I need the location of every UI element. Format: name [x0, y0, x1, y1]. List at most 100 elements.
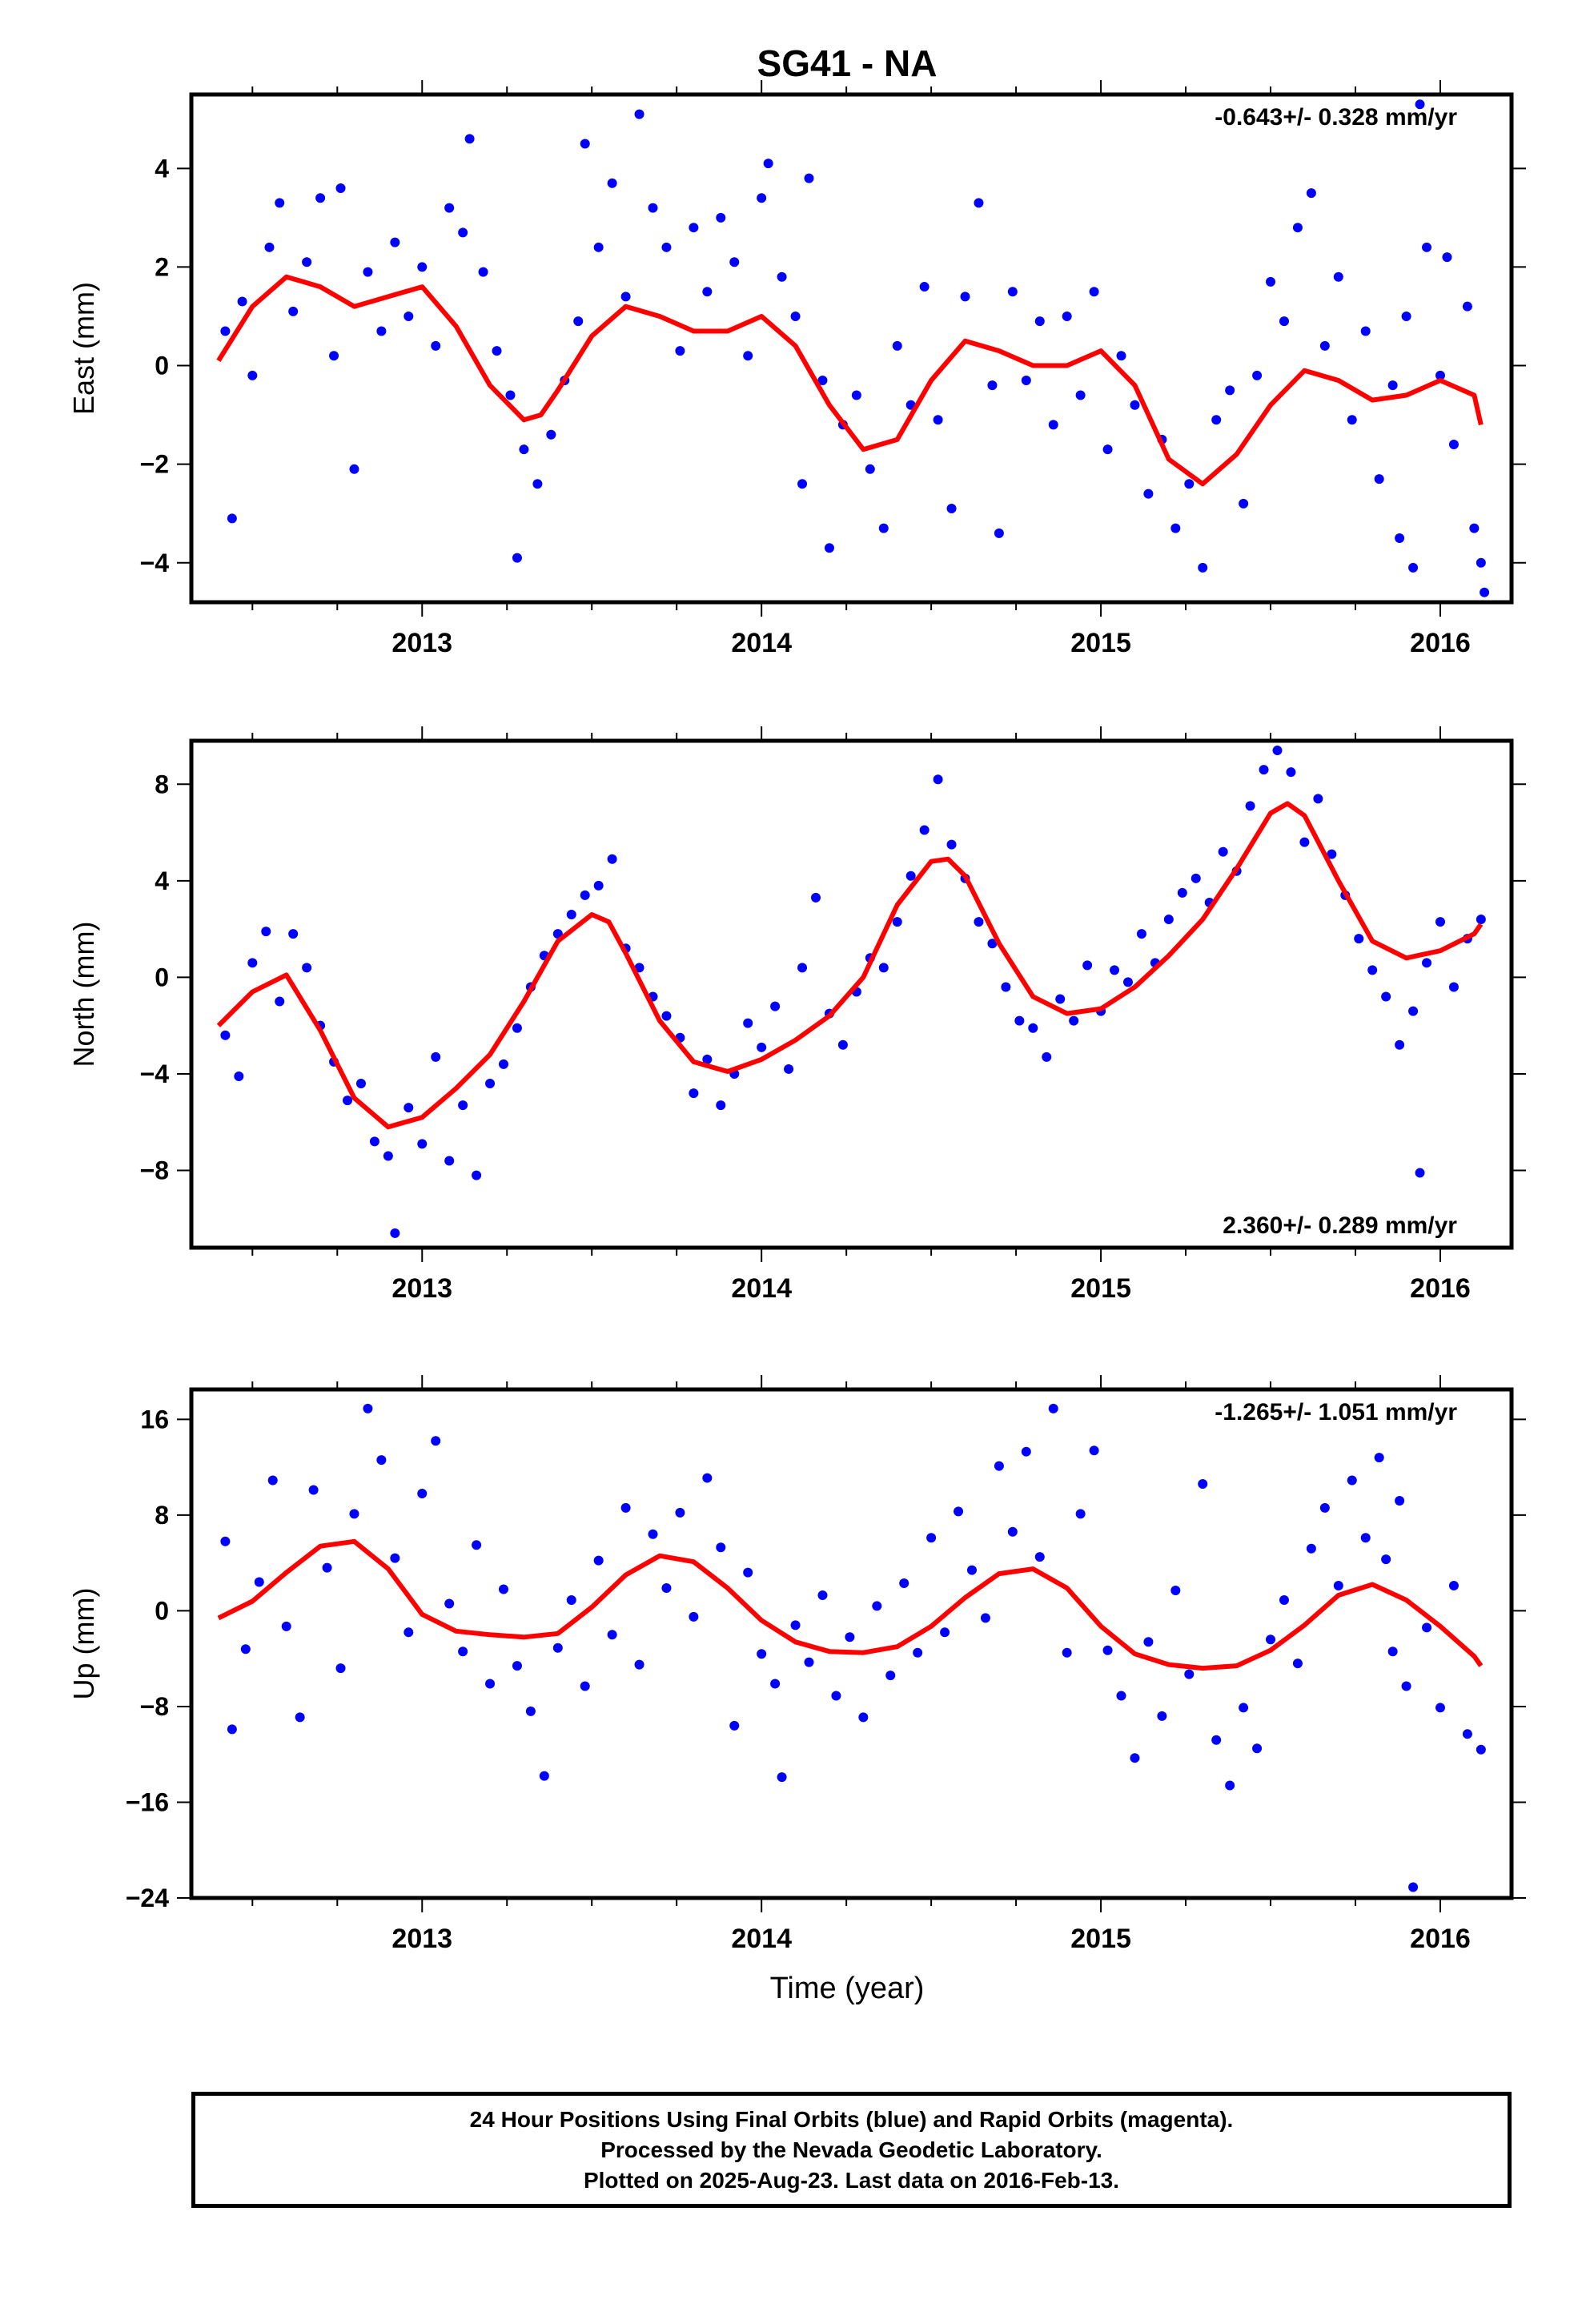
- data-point: [946, 839, 957, 850]
- data-point: [288, 929, 299, 939]
- data-point: [987, 380, 998, 391]
- y-axis-label: Up (mm): [67, 1588, 100, 1700]
- data-point: [1211, 1735, 1222, 1745]
- data-point: [607, 854, 617, 864]
- data-point: [1055, 994, 1066, 1004]
- data-point: [390, 1228, 400, 1238]
- data-point: [865, 464, 875, 474]
- data-point: [1448, 1581, 1459, 1591]
- data-point: [1319, 1502, 1330, 1513]
- caption-line-2: Processed by the Nevada Geodetic Laborat…: [600, 2137, 1102, 2162]
- data-point: [1122, 977, 1133, 987]
- data-point: [1286, 767, 1296, 778]
- data-point: [349, 464, 359, 474]
- data-point: [237, 296, 247, 307]
- caption-line-1: 24 Hour Positions Using Final Orbits (bl…: [469, 2106, 1234, 2132]
- data-point: [797, 963, 808, 973]
- data-point: [335, 1663, 346, 1674]
- data-point: [532, 479, 543, 489]
- data-point: [940, 1627, 950, 1638]
- data-point: [1469, 523, 1480, 533]
- data-point: [702, 1054, 713, 1064]
- data-point: [498, 1059, 508, 1069]
- data-point: [342, 1096, 352, 1106]
- data-point: [1299, 837, 1310, 847]
- data-point: [247, 958, 258, 968]
- y-tick-label: −4: [140, 1059, 170, 1088]
- data-point: [689, 223, 699, 233]
- data-point: [648, 1529, 658, 1539]
- data-point: [376, 1455, 387, 1466]
- x-tick-label: 2016: [1410, 1924, 1471, 1954]
- data-point: [804, 173, 814, 183]
- data-point: [525, 1706, 536, 1716]
- y-tick-label: 8: [155, 1501, 169, 1530]
- data-point: [458, 227, 468, 238]
- data-point: [1435, 917, 1445, 927]
- data-point: [1143, 1637, 1154, 1647]
- data-point: [444, 203, 455, 213]
- data-point: [926, 1533, 937, 1543]
- data-point: [994, 1461, 1004, 1471]
- data-point: [858, 1712, 869, 1723]
- data-point: [1130, 1753, 1140, 1763]
- data-point: [1462, 1729, 1472, 1739]
- data-point: [580, 1681, 590, 1691]
- data-point: [240, 1644, 251, 1655]
- x-tick-label: 2015: [1070, 1924, 1131, 1954]
- data-point: [1395, 533, 1405, 543]
- data-point: [1401, 1681, 1411, 1691]
- data-point: [315, 193, 326, 203]
- data-point: [729, 1720, 740, 1731]
- fit-curve: [217, 1538, 1484, 1671]
- data-point: [1089, 1445, 1099, 1456]
- data-point: [1422, 242, 1432, 252]
- data-point: [383, 1151, 393, 1161]
- data-point: [777, 1772, 787, 1783]
- data-point: [885, 1671, 896, 1681]
- y-tick-label: 8: [155, 770, 169, 798]
- data-point: [580, 890, 590, 900]
- velocity-label: 2.360+/- 0.289 mm/yr: [1223, 1212, 1457, 1239]
- data-point: [987, 939, 998, 949]
- y-axis-label: North (mm): [67, 922, 100, 1068]
- data-point: [817, 376, 828, 386]
- data-point: [966, 1565, 977, 1575]
- y-tick-label: −16: [126, 1787, 169, 1816]
- data-point: [1381, 1554, 1391, 1565]
- data-point: [1028, 1023, 1038, 1033]
- data-point: [804, 1657, 814, 1667]
- data-point: [1075, 1509, 1086, 1519]
- data-point: [1069, 1015, 1079, 1026]
- data-point: [1476, 915, 1486, 925]
- y-tick-label: 0: [155, 1596, 169, 1625]
- data-point: [716, 1100, 726, 1111]
- data-point: [743, 351, 753, 361]
- data-point: [1001, 982, 1011, 992]
- data-point: [492, 346, 502, 356]
- data-point: [851, 390, 861, 400]
- data-point: [369, 1136, 379, 1147]
- data-point: [1347, 1475, 1357, 1486]
- x-tick-label: 2014: [731, 628, 792, 658]
- data-point: [390, 237, 400, 247]
- data-point: [363, 267, 373, 277]
- data-point: [431, 1436, 441, 1446]
- data-point: [322, 1562, 332, 1573]
- data-point: [634, 1659, 644, 1670]
- data-point: [1014, 1015, 1025, 1026]
- data-point: [1007, 1526, 1018, 1537]
- data-point: [905, 870, 916, 881]
- data-point: [777, 271, 787, 282]
- data-point: [444, 1156, 455, 1166]
- data-point: [1184, 479, 1195, 489]
- data-point: [1347, 415, 1357, 425]
- data-point: [817, 1590, 828, 1600]
- y-tick-label: −4: [140, 549, 170, 577]
- data-point: [878, 523, 889, 533]
- data-point: [790, 311, 801, 321]
- data-point: [1480, 587, 1490, 597]
- data-point: [1408, 1006, 1419, 1016]
- plot-frame: [189, 738, 1514, 1250]
- data-point: [770, 1001, 781, 1011]
